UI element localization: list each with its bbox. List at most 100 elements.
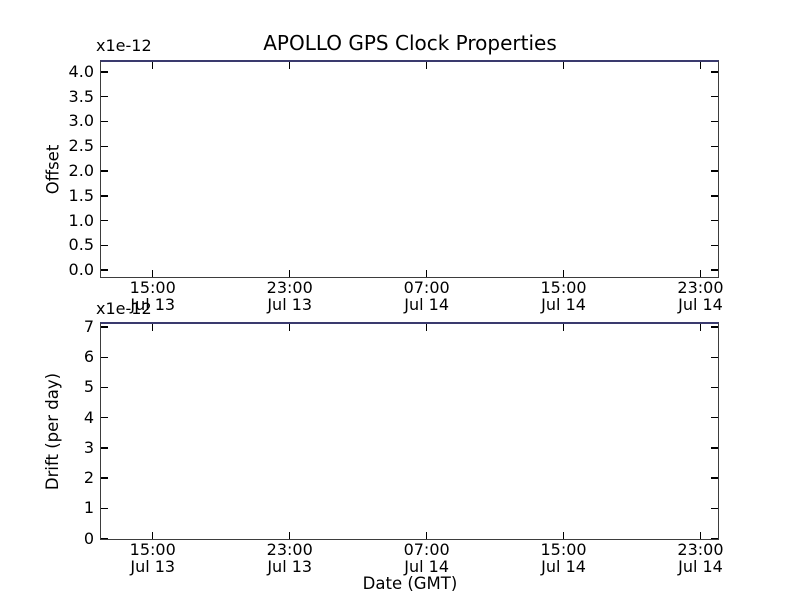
x-tick-label: 23:00 Jul 14 (652, 540, 748, 576)
y-tick-label: 0.5 (68, 235, 94, 255)
y-tick-mark-right (710, 356, 718, 358)
y-tick-label: 3.5 (68, 86, 94, 106)
x-tick-time: 23:00 (677, 278, 724, 297)
offset-plot-area (100, 60, 719, 278)
y-tick-mark-right (710, 95, 718, 98)
y-tick-mark-right (710, 447, 718, 449)
y-tick-mark-right (710, 326, 718, 328)
y-tick-mark-left (101, 537, 109, 540)
x-tick-mark-top (562, 62, 565, 69)
y-tick-mark-right (710, 386, 718, 389)
x-tick-mark-top (152, 324, 154, 331)
x-tick-date: Jul 13 (130, 294, 176, 314)
y-tick-label: 5 (83, 377, 94, 397)
y-tick-mark-right (710, 71, 718, 73)
x-tick-time: 23:00 (266, 540, 313, 559)
y-tick-mark-right (710, 269, 718, 271)
y-tick-label: 1.0 (68, 210, 94, 230)
x-tick-mark-bottom (425, 269, 428, 277)
x-tick-mark-bottom (425, 531, 428, 539)
y-tick-mark-left (101, 145, 109, 147)
y-tick-mark-left (101, 170, 109, 172)
y-tick-mark-left (101, 356, 109, 358)
x-tick-mark-top (699, 324, 702, 331)
y-tick-mark-right (710, 537, 718, 540)
x-tick-date: Jul 14 (404, 556, 449, 576)
x-tick-date: Jul 13 (267, 294, 313, 314)
y-tick-label: 3.0 (68, 111, 94, 131)
x-tick-label: 15:00 Jul 13 (105, 278, 201, 314)
x-tick-date: Jul 14 (678, 294, 723, 314)
x-tick-label: 15:00 Jul 14 (516, 278, 612, 314)
x-tick-time: 15:00 (129, 540, 176, 559)
x-tick-label: 15:00 Jul 13 (105, 540, 201, 576)
x-tick-label: 15:00 Jul 14 (516, 540, 612, 575)
y-tick-mark-left (101, 244, 109, 247)
x-tick-label: 23:00 Jul 13 (242, 278, 338, 314)
x-tick-date: Jul 13 (267, 556, 313, 576)
y-tick-label: 2 (83, 468, 94, 488)
y-tick-mark-left (101, 386, 109, 389)
y-tick-mark-right (710, 120, 718, 123)
y-tick-label: 3 (83, 437, 94, 457)
x-tick-mark-bottom (699, 531, 702, 539)
x-tick-time: 07:00 (403, 278, 450, 297)
x-tick-mark-bottom (699, 269, 702, 277)
y-tick-mark-left (101, 269, 109, 271)
x-tick-mark-top (425, 62, 428, 69)
x-tick-time: 23:00 (677, 540, 724, 559)
x-tick-label: 07:00 Jul 14 (379, 541, 475, 576)
x-tick-mark-bottom (562, 269, 565, 277)
x-tick-time: 15:00 (540, 540, 587, 559)
x-tick-mark-bottom (289, 531, 291, 539)
x-tick-mark-top (289, 324, 291, 331)
y-tick-mark-right (710, 507, 718, 510)
y-tick-mark-left (101, 326, 109, 328)
x-tick-mark-top (152, 62, 154, 69)
y-tick-label: 0 (83, 528, 94, 548)
y-tick-label: 2.0 (68, 161, 94, 181)
x-tick-label: 23:00 Jul 14 (652, 278, 748, 314)
x-tick-label: 23:00 Jul 13 (242, 540, 338, 576)
y-tick-mark-right (710, 477, 718, 479)
y-tick-mark-right (710, 416, 718, 419)
x-tick-time: 15:00 (129, 278, 176, 297)
x-tick-date: Jul 14 (541, 294, 586, 314)
y-tick-mark-right (710, 195, 718, 197)
y-tick-mark-left (101, 507, 109, 510)
x-tick-mark-bottom (152, 269, 154, 277)
y-tick-label: 2.5 (68, 136, 94, 156)
x-tick-label: 07:00 Jul 14 (379, 278, 475, 314)
y-tick-mark-left (101, 95, 109, 98)
y-tick-mark-left (101, 120, 109, 123)
x-tick-mark-top (699, 62, 702, 69)
y-tick-mark-left (101, 477, 109, 479)
y-tick-mark-left (101, 71, 109, 73)
y-tick-label: 1.5 (68, 185, 94, 205)
y-tick-label: 6 (83, 347, 94, 367)
x-tick-time: 15:00 (540, 278, 587, 297)
y-tick-mark-left (101, 416, 109, 419)
x-tick-mark-bottom (289, 269, 291, 277)
figure-title: APOLLO GPS Clock Properties (263, 31, 557, 55)
y-tick-label: 4 (83, 407, 94, 427)
x-tick-time: 23:00 (266, 278, 313, 297)
y-tick-mark-left (101, 195, 109, 197)
y-tick-mark-right (710, 244, 718, 247)
y-tick-mark-left (101, 219, 109, 222)
drift-scale-multiplier: x1e-12 (96, 299, 152, 318)
x-tick-date: Jul 14 (678, 556, 723, 576)
x-tick-mark-bottom (152, 531, 154, 539)
x-axis-label: Date (GMT) (362, 574, 458, 593)
y-tick-label: 1 (83, 498, 94, 518)
y-tick-mark-left (101, 447, 109, 449)
x-tick-mark-top (562, 324, 565, 331)
x-tick-date: Jul 14 (404, 294, 449, 314)
y-tick-mark-right (710, 170, 718, 172)
x-tick-mark-top (425, 324, 428, 331)
offset-scale-multiplier: x1e-12 (96, 36, 152, 55)
drift-plot-area (100, 322, 719, 540)
y-tick-label: 4.0 (68, 61, 94, 81)
x-tick-date: Jul 13 (130, 556, 176, 576)
